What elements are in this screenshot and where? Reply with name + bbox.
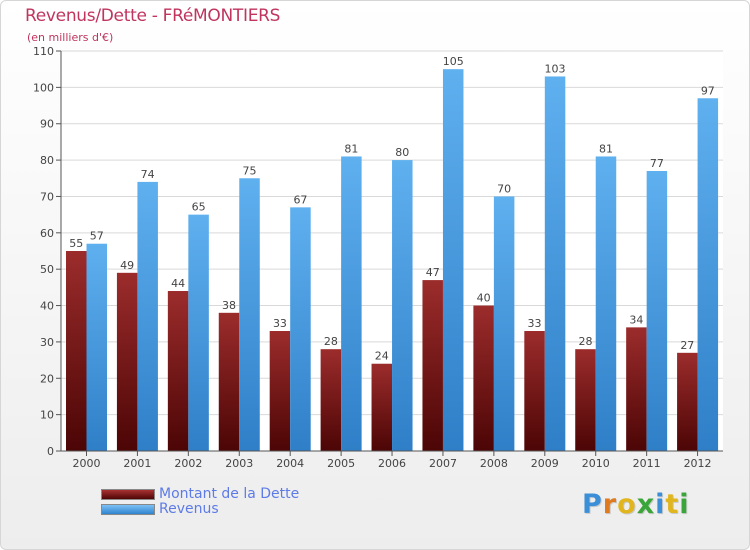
bar-dette [116,272,138,451]
y-tick-label: 70 [40,190,54,203]
bar-dette [677,352,698,451]
logo-letter: i [655,489,666,520]
x-tick-label: 2009 [531,457,559,470]
data-label-dette: 49 [120,259,134,272]
chart-title: Revenus/Dette - FRéMONTIERS [25,6,281,26]
legend-swatch-revenus [101,504,155,515]
bar-dette [371,363,393,451]
bar-dette [626,327,647,451]
y-tick-label: 10 [40,409,54,422]
bar-revenus [544,76,566,452]
bar-dette [524,331,545,451]
data-label-dette: 27 [680,339,694,352]
x-tick-label: 2012 [684,457,712,470]
data-label-revenus: 80 [395,146,409,159]
x-tick-label: 2004 [276,457,304,470]
proxiti-logo: Proxiti [582,489,690,520]
chart-subtitle: (en milliers d'€) [27,31,114,44]
y-tick-label: 100 [33,81,54,94]
legend: Montant de la Dette Revenus [101,487,299,517]
legend-item-revenus: Revenus [101,502,299,517]
bar-revenus [595,156,617,452]
x-tick-label: 2010 [582,457,610,470]
data-label-dette: 55 [69,237,83,250]
data-label-dette: 33 [273,317,287,330]
data-label-dette: 47 [426,266,440,279]
x-tick-label: 2005 [327,457,355,470]
logo-letter: r [602,489,618,520]
x-tick-label: 2002 [174,457,202,470]
bar-revenus [290,207,311,451]
bar-dette [473,305,494,451]
bar-dette [320,349,342,451]
bar-revenus [188,214,209,451]
data-label-revenus: 81 [599,142,613,155]
legend-item-dette: Montant de la Dette [101,487,299,502]
y-tick-label: 90 [40,118,54,131]
logo-letter: i [679,489,690,520]
y-tick-label: 40 [40,300,54,313]
bar-revenus [392,160,413,451]
y-tick-label: 80 [40,154,54,167]
data-label-revenus: 70 [497,182,511,195]
data-label-dette: 24 [375,350,389,363]
bar-revenus [239,178,260,452]
bar-revenus [697,98,719,451]
bar-dette [575,349,596,451]
bar-dette [269,331,291,451]
bar-revenus [137,181,158,451]
x-tick-label: 2000 [73,457,101,470]
data-label-dette: 28 [578,335,592,348]
bar-dette [167,291,189,451]
data-label-revenus: 81 [344,142,358,155]
data-label-revenus: 65 [192,201,206,214]
x-tick-label: 2006 [378,457,406,470]
data-label-dette: 28 [324,335,338,348]
y-tick-label: 60 [40,227,54,240]
y-tick-label: 20 [40,372,54,385]
data-label-dette: 44 [171,277,185,290]
legend-label-dette: Montant de la Dette [159,486,300,502]
data-label-revenus: 97 [701,84,715,97]
data-label-revenus: 77 [650,157,664,170]
legend-label-revenus: Revenus [159,501,219,517]
x-tick-label: 2001 [123,457,151,470]
bar-revenus [442,69,464,451]
data-label-revenus: 57 [90,230,104,243]
data-label-revenus: 103 [545,62,566,75]
logo-letter: P [582,489,603,520]
data-label-dette: 33 [528,317,542,330]
bar-dette [66,251,87,451]
y-tick-label: 50 [40,263,54,276]
x-tick-label: 2008 [480,457,508,470]
data-label-revenus: 105 [443,55,464,68]
legend-swatch-dette [101,489,155,500]
y-tick-label: 110 [33,45,54,58]
logo-letter: t [665,489,680,520]
data-label-dette: 40 [477,292,491,305]
y-tick-label: 0 [47,445,54,458]
bar-revenus [646,171,668,451]
y-tick-label: 30 [40,336,54,349]
x-tick-label: 2003 [225,457,253,470]
bar-revenus [86,243,107,451]
logo-letter: x [636,489,656,520]
bar-revenus [341,156,362,452]
data-label-revenus: 67 [293,193,307,206]
data-label-revenus: 75 [243,164,257,177]
data-label-dette: 34 [629,313,643,326]
bar-revenus [493,196,515,451]
data-label-revenus: 74 [141,168,155,181]
x-tick-label: 2011 [633,457,661,470]
data-label-dette: 38 [222,299,236,312]
logo-letter: o [617,489,637,520]
bar-dette [422,280,443,451]
x-tick-label: 2007 [429,457,457,470]
bar-dette [218,312,240,451]
